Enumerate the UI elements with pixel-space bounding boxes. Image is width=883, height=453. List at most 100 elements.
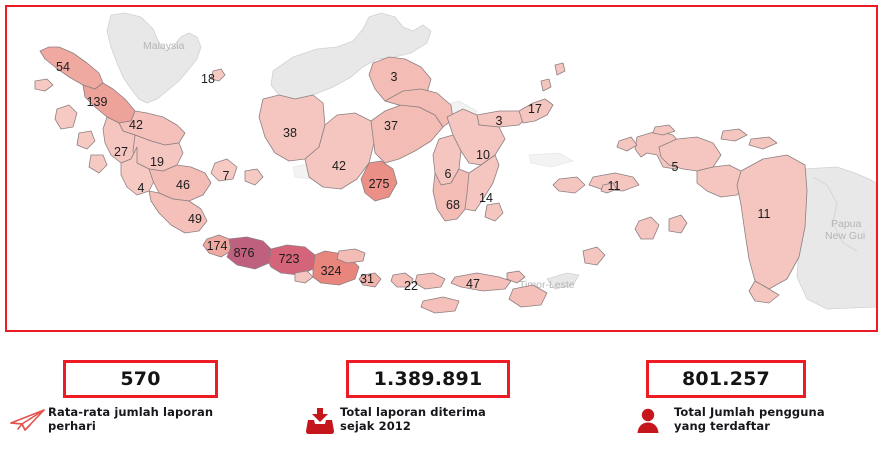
- value-aceh: 54: [56, 60, 70, 74]
- region-nias-island[interactable]: [54, 104, 78, 130]
- value-jambi: 19: [150, 155, 164, 169]
- value-kalimantan-utara: 3: [391, 70, 398, 84]
- region-sulawesi-tenggara[interactable]: [464, 154, 500, 212]
- region-kalimantan-selatan[interactable]: [360, 160, 398, 202]
- region-madura-island[interactable]: [336, 248, 366, 264]
- map-svg: Malaysia Papua New Gui Timor-Leste Indon…: [34, 12, 876, 314]
- region-sumbawa-island[interactable]: [414, 272, 446, 290]
- region-yapen-island[interactable]: [748, 136, 778, 150]
- stat-caption-2: Total laporan diterima sejak 2012: [340, 405, 486, 433]
- region-kepulauan-riau[interactable]: [210, 68, 226, 82]
- value-kalimantan-timur: 37: [384, 119, 398, 133]
- inbox-download-icon: [300, 404, 340, 438]
- value-riau: 42: [129, 118, 143, 132]
- region-maluku-seram[interactable]: [588, 172, 640, 192]
- neighbour-landmasses: [106, 12, 876, 310]
- label-malaysia: Malaysia: [143, 40, 185, 52]
- region-aru-islands[interactable]: [668, 214, 688, 234]
- value-sulawesi-selatan: 68: [446, 198, 460, 212]
- png-inner-border: [812, 176, 858, 252]
- region-alor-island[interactable]: [506, 270, 526, 284]
- stat-value-2: 1.389.891: [373, 367, 483, 390]
- label-papua-new-guinea-line2: New Gui: [825, 230, 865, 242]
- stat-total-reports-received: 1.389.891 Total laporan diterima sejak 2…: [300, 332, 600, 453]
- region-talaud-islands[interactable]: [554, 62, 566, 76]
- label-papua-new-guinea-line1: Papua: [831, 218, 862, 230]
- region-sulawesi-utara[interactable]: [518, 98, 554, 124]
- summary-stats-row: 570 Rata-rata jumlah laporan perhari: [0, 332, 883, 453]
- region-di-yogyakarta[interactable]: [294, 270, 314, 284]
- region-value-labels: 54 139 42 27 19 4 46 49 18 7 174 876 723…: [56, 60, 770, 293]
- value-jawa-timur: 324: [321, 264, 342, 278]
- value-sulawesi-tengah: 10: [476, 148, 490, 162]
- stat-footer-3: Total Jumlah pengguna yang terdaftar: [628, 404, 883, 438]
- stat-footer-2: Total laporan diterima sejak 2012: [300, 404, 540, 438]
- region-maluku-buru[interactable]: [552, 176, 586, 194]
- region-nusa-tenggara-barat[interactable]: [390, 272, 414, 288]
- value-dki-jakarta-jawabarat: 876: [234, 246, 255, 260]
- region-banten[interactable]: [202, 234, 232, 258]
- region-sumatera-selatan[interactable]: [148, 164, 212, 202]
- value-papua: 11: [758, 207, 771, 221]
- region-buton-island[interactable]: [484, 202, 504, 222]
- region-west-timor[interactable]: [508, 284, 548, 308]
- person-icon: [628, 404, 668, 438]
- value-maluku: 11: [608, 179, 621, 193]
- stat-total-registered-users: 801.257 Total Jumlah pengguna yang terda…: [600, 332, 883, 453]
- reef-speck-3: [528, 152, 575, 168]
- region-bali[interactable]: [358, 272, 382, 288]
- stat-value-box-2: 1.389.891: [346, 360, 510, 398]
- value-sumatera-selatan: 46: [176, 178, 190, 192]
- region-flores-island[interactable]: [450, 272, 512, 292]
- value-bali: 31: [360, 272, 374, 286]
- region-mentawai-island-2[interactable]: [88, 154, 108, 174]
- value-bangka-belitung: 7: [223, 169, 230, 183]
- value-jawa-tengah: 723: [279, 252, 300, 266]
- value-kalimantan-barat: 38: [283, 126, 297, 140]
- paper-plane-icon: [8, 404, 48, 438]
- region-lampung[interactable]: [148, 190, 208, 234]
- value-banten: 174: [207, 239, 228, 253]
- region-kei-islands[interactable]: [634, 216, 660, 240]
- value-kalimantan-tengah: 42: [332, 159, 346, 173]
- value-nusa-tenggara-timur: 47: [466, 277, 480, 291]
- region-papua[interactable]: [736, 154, 808, 290]
- value-nusa-tenggara-barat: 22: [404, 279, 418, 293]
- value-kepulauan-riau: 18: [201, 72, 215, 86]
- value-gorontalo: 3: [496, 114, 503, 128]
- stat-footer-1: Rata-rata jumlah laporan perhari: [8, 404, 248, 438]
- value-lampung: 49: [188, 212, 202, 226]
- region-waigeo-island[interactable]: [652, 124, 676, 136]
- value-sumatera-utara: 139: [87, 95, 108, 109]
- value-bengkulu: 4: [138, 181, 145, 195]
- region-mentawai-island-1[interactable]: [76, 130, 96, 150]
- value-sumatera-barat: 27: [114, 145, 128, 159]
- region-biak-island[interactable]: [720, 128, 748, 142]
- stat-caption-1: Rata-rata jumlah laporan perhari: [48, 405, 214, 433]
- region-sumba-island[interactable]: [420, 296, 460, 314]
- value-kalimantan-selatan: 275: [369, 177, 390, 191]
- value-sulawesi-tenggara: 14: [479, 191, 493, 205]
- value-sulawesi-utara: 17: [528, 102, 542, 116]
- value-maluku-utara: 5: [672, 160, 679, 174]
- region-papua-south-tip[interactable]: [748, 280, 780, 304]
- region-simeulue-island[interactable]: [34, 78, 54, 92]
- malaysia-peninsula-shape: [106, 12, 202, 104]
- region-belitung-island[interactable]: [244, 168, 264, 186]
- region-tanimbar-islands[interactable]: [582, 246, 606, 266]
- region-maluku-utara-islands[interactable]: [616, 136, 638, 152]
- stat-value-3: 801.257: [682, 367, 770, 390]
- value-sulawesi-barat: 6: [445, 167, 452, 181]
- stat-average-daily-reports: 570 Rata-rata jumlah laporan perhari: [0, 332, 300, 453]
- stat-value-box-1: 570: [63, 360, 218, 398]
- region-bangka-island[interactable]: [210, 158, 238, 182]
- region-sangihe-islands[interactable]: [540, 78, 552, 92]
- stat-value-box-3: 801.257: [646, 360, 806, 398]
- stat-caption-3: Total Jumlah pengguna yang terdaftar: [674, 405, 825, 433]
- region-maluku-ambon[interactable]: [600, 182, 618, 194]
- region-dki-jakarta-jawabarat[interactable]: [226, 236, 272, 270]
- stat-value-1: 570: [120, 367, 161, 390]
- timor-leste-shape: [546, 272, 580, 290]
- indonesia-choropleth-map: Malaysia Papua New Gui Timor-Leste Indon…: [5, 5, 878, 332]
